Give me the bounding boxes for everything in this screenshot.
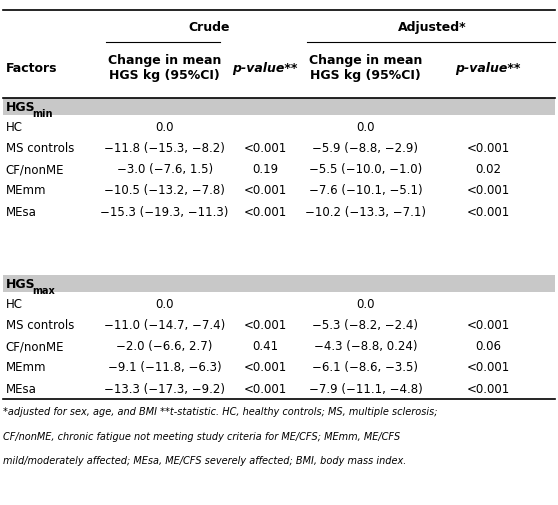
Text: 0.41: 0.41 bbox=[252, 339, 278, 352]
Text: −6.1 (−8.6, −3.5): −6.1 (−8.6, −3.5) bbox=[312, 361, 418, 374]
Text: <0.001: <0.001 bbox=[466, 205, 510, 218]
Text: HGS: HGS bbox=[6, 101, 35, 114]
Text: −7.9 (−11.1, −4.8): −7.9 (−11.1, −4.8) bbox=[309, 382, 422, 395]
Text: HC: HC bbox=[6, 120, 22, 133]
Text: <0.001: <0.001 bbox=[243, 205, 287, 218]
Text: 0.0: 0.0 bbox=[356, 120, 375, 133]
Text: <0.001: <0.001 bbox=[243, 382, 287, 395]
Text: −13.3 (−17.3, −9.2): −13.3 (−17.3, −9.2) bbox=[104, 382, 225, 395]
Text: 0.02: 0.02 bbox=[475, 163, 501, 176]
Text: CF/nonME: CF/nonME bbox=[6, 339, 64, 352]
Text: Adjusted*: Adjusted* bbox=[398, 21, 466, 34]
Text: mild/moderately affected; MEsa, ME/CFS severely affected; BMI, body mass index.: mild/moderately affected; MEsa, ME/CFS s… bbox=[3, 455, 406, 465]
Text: −11.8 (−15.3, −8.2): −11.8 (−15.3, −8.2) bbox=[104, 141, 225, 155]
Text: HC: HC bbox=[6, 297, 22, 310]
Text: <0.001: <0.001 bbox=[243, 141, 287, 155]
Text: CF/nonME: CF/nonME bbox=[6, 163, 64, 176]
Text: −7.6 (−10.1, −5.1): −7.6 (−10.1, −5.1) bbox=[309, 184, 422, 197]
Bar bbox=[3, 98, 555, 116]
Text: −10.2 (−13.3, −7.1): −10.2 (−13.3, −7.1) bbox=[305, 205, 426, 218]
Text: MS controls: MS controls bbox=[6, 141, 74, 155]
Text: <0.001: <0.001 bbox=[466, 382, 510, 395]
Text: 0.0: 0.0 bbox=[155, 297, 174, 310]
Text: <0.001: <0.001 bbox=[243, 361, 287, 374]
Text: 0.19: 0.19 bbox=[252, 163, 278, 176]
Text: −15.3 (−19.3, −11.3): −15.3 (−19.3, −11.3) bbox=[100, 205, 229, 218]
Text: −2.0 (−6.6, 2.7): −2.0 (−6.6, 2.7) bbox=[117, 339, 213, 352]
Text: −4.3 (−8.8, 0.24): −4.3 (−8.8, 0.24) bbox=[314, 339, 417, 352]
Text: <0.001: <0.001 bbox=[466, 361, 510, 374]
Text: −5.5 (−10.0, −1.0): −5.5 (−10.0, −1.0) bbox=[309, 163, 422, 176]
Text: min: min bbox=[32, 109, 53, 119]
Text: −11.0 (−14.7, −7.4): −11.0 (−14.7, −7.4) bbox=[104, 318, 225, 331]
Text: <0.001: <0.001 bbox=[243, 318, 287, 331]
Text: Change in mean
HGS kg (95%CI): Change in mean HGS kg (95%CI) bbox=[309, 54, 422, 82]
Text: HGS: HGS bbox=[6, 278, 35, 290]
Text: −5.9 (−8.8, −2.9): −5.9 (−8.8, −2.9) bbox=[312, 141, 418, 155]
Text: Factors: Factors bbox=[6, 62, 57, 75]
Text: Crude: Crude bbox=[189, 21, 230, 34]
Text: MS controls: MS controls bbox=[6, 318, 74, 331]
Text: <0.001: <0.001 bbox=[466, 184, 510, 197]
Text: <0.001: <0.001 bbox=[466, 141, 510, 155]
Text: 0.0: 0.0 bbox=[356, 297, 375, 310]
Text: 0.0: 0.0 bbox=[155, 120, 174, 133]
Bar bbox=[3, 275, 555, 293]
Text: CF/nonME, chronic fatigue not meeting study criteria for ME/CFS; MEmm, ME/CFS: CF/nonME, chronic fatigue not meeting st… bbox=[3, 431, 400, 441]
Text: p-value**: p-value** bbox=[232, 62, 298, 75]
Text: 0.06: 0.06 bbox=[475, 339, 501, 352]
Text: MEmm: MEmm bbox=[6, 184, 46, 197]
Text: MEmm: MEmm bbox=[6, 361, 46, 374]
Text: <0.001: <0.001 bbox=[466, 318, 510, 331]
Text: *adjusted for sex, age, and BMI **t-statistic. HC, healthy controls; MS, multipl: *adjusted for sex, age, and BMI **t-stat… bbox=[3, 407, 437, 417]
Text: max: max bbox=[32, 286, 55, 295]
Text: MEsa: MEsa bbox=[6, 382, 36, 395]
Text: −5.3 (−8.2, −2.4): −5.3 (−8.2, −2.4) bbox=[312, 318, 418, 331]
Text: −10.5 (−13.2, −7.8): −10.5 (−13.2, −7.8) bbox=[104, 184, 225, 197]
Text: −9.1 (−11.8, −6.3): −9.1 (−11.8, −6.3) bbox=[108, 361, 222, 374]
Text: p-value**: p-value** bbox=[455, 62, 521, 75]
Text: <0.001: <0.001 bbox=[243, 184, 287, 197]
Text: MEsa: MEsa bbox=[6, 205, 36, 218]
Text: Change in mean
HGS kg (95%CI): Change in mean HGS kg (95%CI) bbox=[108, 54, 222, 82]
Text: −3.0 (−7.6, 1.5): −3.0 (−7.6, 1.5) bbox=[117, 163, 213, 176]
